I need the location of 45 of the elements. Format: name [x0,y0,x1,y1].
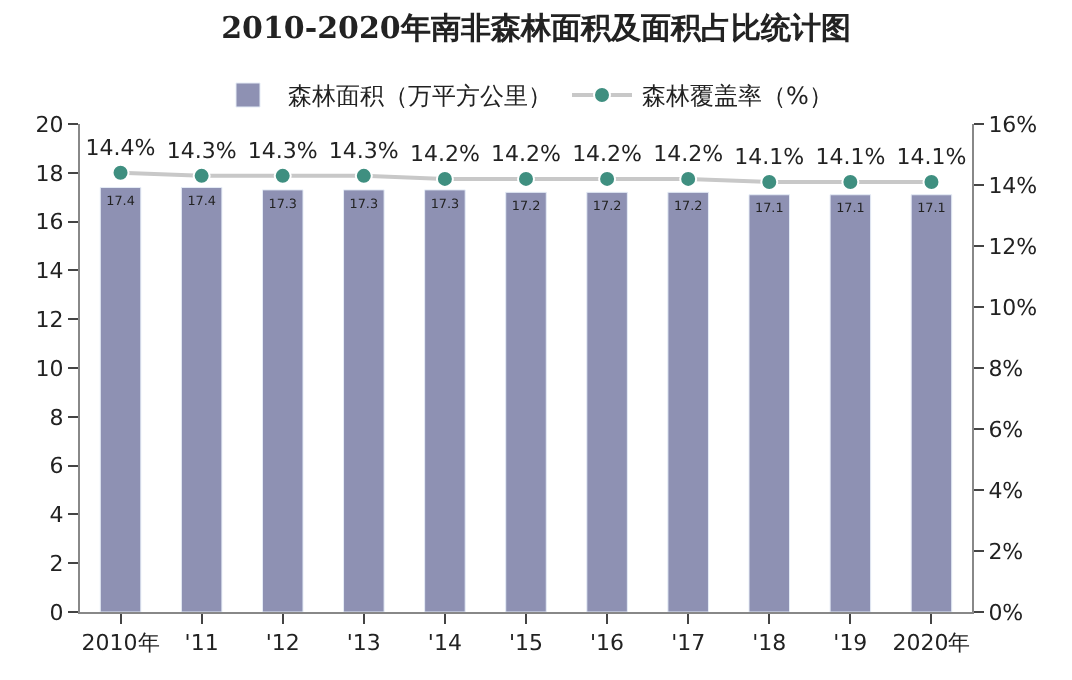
data-label: 14.1% [815,144,886,171]
data-label: 14.2% [653,141,724,168]
x-tick-label: '17 [671,630,706,657]
y2-tick-label: 2% [988,538,1024,565]
chart-title: 2010-2020年南非森林面积及面积占比统计图 [221,10,851,46]
x-tick-label: '13 [346,630,381,657]
x-tick-label: '16 [590,630,625,657]
data-label: 14.3% [328,138,399,165]
x-tick-label: 2020年 [892,630,971,657]
y2-tick-label: 4% [988,477,1024,504]
y-tick-label: 14 [35,258,64,285]
y-tick-label: 20 [35,111,64,138]
data-label: 14.4% [85,135,156,162]
y2-tick-label: 10% [988,294,1038,321]
data-label: 14.3% [166,138,237,165]
y-tick-label: 2 [49,550,64,577]
y-tick-label: 0 [49,599,64,626]
legend-label: 森林覆盖率（%） [642,82,833,111]
x-tick-label: '18 [752,630,787,657]
x-tick-label: '14 [427,630,462,657]
y-tick-label: 16 [35,209,64,236]
data-label: 14.1% [896,144,967,171]
x-tick-label: '11 [184,630,219,657]
y2-tick-label: 16% [988,111,1038,138]
data-label: 14.2% [491,141,561,168]
y-tick-label: 18 [35,160,64,187]
y2-tick-label: 8% [988,355,1024,382]
x-tick-label: '19 [833,630,868,657]
y2-tick-label: 6% [988,416,1024,443]
y-tick-label: 12 [35,306,64,333]
y-tick-label: 4 [49,502,64,529]
y-tick-label: 6 [49,453,64,480]
y2-tick-label: 0% [988,599,1024,626]
x-tick-label: '12 [265,630,300,657]
y2-tick-label: 14% [988,172,1038,199]
y-tick-label: 8 [49,404,64,431]
data-label: 14.3% [247,138,318,165]
data-label: 14.2% [409,141,480,168]
data-label: 14.2% [572,141,643,168]
legend-label: 森林面积（万平方公里） [288,82,552,111]
y2-tick-label: 12% [988,233,1038,260]
y-tick-label: 10 [35,355,64,382]
data-label: 14.1% [734,144,805,171]
x-tick-label: '15 [508,630,544,657]
x-tick-label: 2010年 [81,630,160,657]
